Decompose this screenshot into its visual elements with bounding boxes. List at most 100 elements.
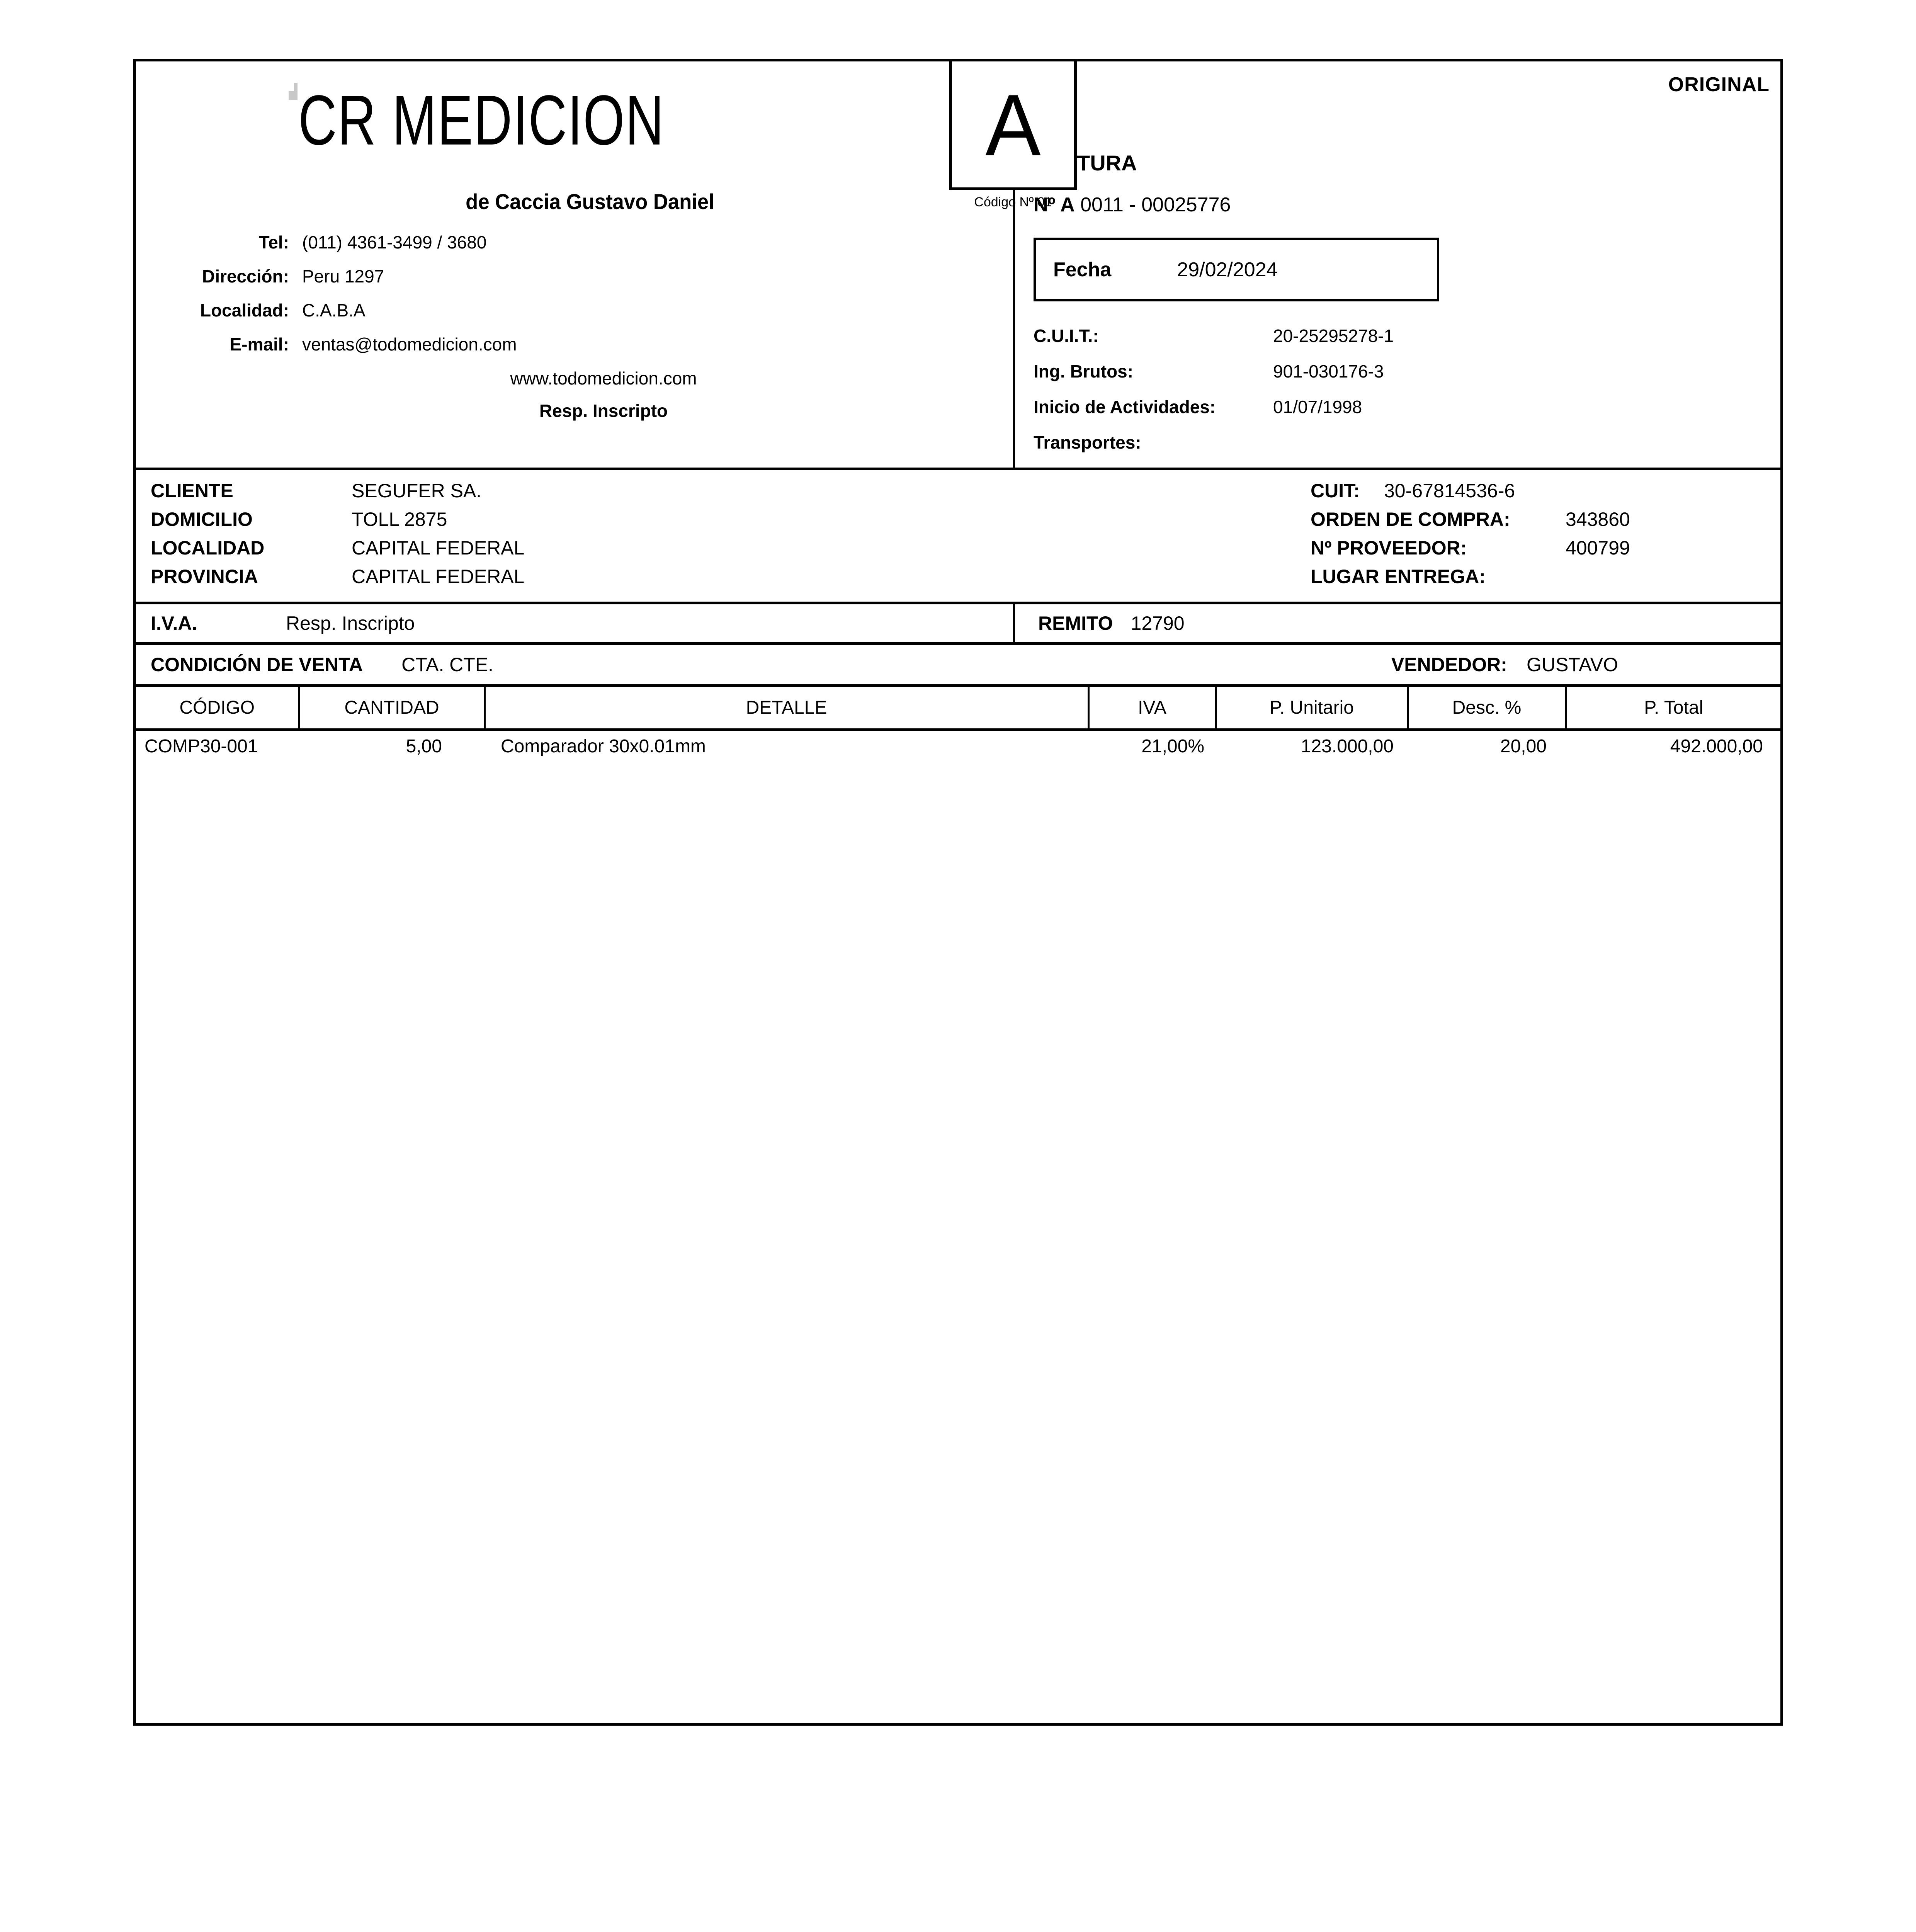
factura-number-line: Nº A 0011 - 00025776 [1034, 193, 1780, 216]
contact-value-tel: (011) 4361-3499 / 3680 [302, 232, 487, 252]
remito-cell: REMITO 12790 [1015, 604, 1780, 642]
client-identity-block: CLIENTE SEGUFER SA. DOMICILIO TOLL 2875 … [136, 470, 1256, 602]
fiscal-label-inicio: Inicio de Actividades: [1034, 397, 1216, 417]
items-table-head: CÓDIGO CANTIDAD DETALLE IVA P. Unitario … [136, 687, 1780, 730]
col-header-desc: Desc. % [1408, 687, 1567, 730]
logo-corner-mark [289, 83, 300, 100]
factura-block: A Código Nº 01 ORIGINAL FACTURA Nº A 001… [949, 59, 1780, 468]
client-row-provincia: PROVINCIA CAPITAL FEDERAL [151, 565, 1256, 588]
fiscal-row-inicio: Inicio de Actividades: 01/07/1998 [1034, 396, 1780, 417]
items-table-body: COMP30-001 5,00 Comparador 30x0.01mm 21,… [136, 730, 1780, 1723]
client-label-proveedor: Nº PROVEEDOR: [1311, 537, 1467, 559]
contact-row-direccion: Dirección: Peru 1297 [136, 266, 1013, 287]
cell-cantidad: 5,00 [406, 736, 442, 757]
condicion-venta-value: CTA. CTE. [401, 654, 494, 675]
col-header-p-unitario: P. Unitario [1216, 687, 1409, 730]
client-value-cuit: 30-67814536-6 [1384, 480, 1515, 502]
client-value-domicilio: TOLL 2875 [352, 509, 447, 530]
fiscal-value-inicio: 01/07/1998 [1273, 397, 1362, 417]
cell-desc: 20,00 [1500, 736, 1547, 757]
col-header-p-total: P. Total [1644, 697, 1703, 718]
issuer-fiscal-data: C.U.I.T.: 20-25295278-1 Ing. Brutos: 901… [1034, 325, 1780, 453]
items-filler-row [136, 757, 1780, 1723]
fiscal-label-transportes: Transportes: [1034, 432, 1141, 452]
iva-cell: I.V.A. Resp. Inscripto [136, 604, 1015, 642]
invoice-code-label: Código Nº 01 [974, 195, 1052, 209]
client-row-proveedor: Nº PROVEEDOR: 400799 [1256, 537, 1780, 559]
contact-value-direccion: Peru 1297 [302, 266, 384, 286]
contact-label-email: E-mail: [230, 334, 289, 354]
contact-label-tel: Tel: [258, 232, 289, 252]
iva-value: Resp. Inscripto [286, 612, 415, 634]
cell-codigo: COMP30-001 [145, 736, 258, 757]
fiscal-row-transportes: Transportes: [1034, 432, 1780, 453]
issuer-tax-status: Resp. Inscripto [539, 401, 668, 421]
iva-label: I.V.A. [151, 612, 197, 634]
condicion-venta-row: CONDICIÓN DE VENTA CTA. CTE. VENDEDOR: G… [136, 645, 1780, 687]
contact-row-tel: Tel: (011) 4361-3499 / 3680 [136, 232, 1013, 253]
factura-title: FACTURA [1034, 151, 1137, 175]
contact-value-email: ventas@todomedicion.com [302, 334, 517, 354]
client-row-orden-compra: ORDEN DE COMPRA: 343860 [1256, 508, 1780, 531]
invoice-main-box: CR MEDICION de Caccia Gustavo Daniel Tel… [133, 59, 1783, 1726]
client-section: CLIENTE SEGUFER SA. DOMICILIO TOLL 2875 … [136, 470, 1780, 604]
invoice-letter-box: A [949, 59, 1077, 190]
fiscal-label-ingbrutos: Ing. Brutos: [1034, 361, 1134, 381]
client-value-orden-compra: 343860 [1566, 509, 1630, 530]
factura-number-prefix: Nº A [1034, 194, 1075, 216]
cell-iva: 21,00% [1141, 736, 1204, 757]
client-value-proveedor: 400799 [1566, 537, 1630, 559]
issuer-contact-list: Tel: (011) 4361-3499 / 3680 Dirección: P… [136, 232, 1013, 421]
contact-label-localidad: Localidad: [200, 300, 289, 320]
client-row-localidad: LOCALIDAD CAPITAL FEDERAL [151, 537, 1256, 559]
fecha-label: Fecha [1053, 258, 1112, 281]
invoice-header: CR MEDICION de Caccia Gustavo Daniel Tel… [136, 59, 1780, 470]
client-row-domicilio: DOMICILIO TOLL 2875 [151, 508, 1256, 531]
invoice-letter: A [985, 76, 1041, 174]
fecha-value: 29/02/2024 [1177, 258, 1278, 281]
col-header-detalle: DETALLE [485, 687, 1090, 730]
owner-name: de Caccia Gustavo Daniel [466, 189, 714, 214]
cell-p-unitario: 123.000,00 [1301, 736, 1394, 757]
remito-label: REMITO [1038, 612, 1113, 634]
client-value-cliente: SEGUFER SA. [352, 480, 482, 502]
iva-remito-row: I.V.A. Resp. Inscripto REMITO 12790 [136, 604, 1780, 645]
contact-label-direccion: Dirección: [202, 266, 289, 286]
items-table: CÓDIGO CANTIDAD DETALLE IVA P. Unitario … [136, 687, 1780, 1723]
table-row: COMP30-001 5,00 Comparador 30x0.01mm 21,… [136, 730, 1780, 757]
issuer-block: CR MEDICION de Caccia Gustavo Daniel Tel… [136, 61, 1015, 468]
original-copy-label: ORIGINAL [1668, 73, 1770, 96]
cell-detalle: Comparador 30x0.01mm [501, 736, 706, 757]
client-label-domicilio: DOMICILIO [151, 509, 253, 530]
cell-p-total: 492.000,00 [1670, 736, 1763, 757]
col-header-iva: IVA [1088, 687, 1217, 730]
company-logo: CR MEDICION [298, 80, 665, 160]
col-header-codigo: CÓDIGO [136, 687, 300, 730]
contact-row-localidad: Localidad: C.A.B.A [136, 300, 1013, 321]
client-row-cuit: CUIT: 30-67814536-6 [1256, 480, 1780, 502]
fiscal-row-ingbrutos: Ing. Brutos: 901-030176-3 [1034, 361, 1780, 382]
client-label-provincia: PROVINCIA [151, 566, 258, 587]
fiscal-label-cuit: C.U.I.T.: [1034, 326, 1099, 346]
client-value-localidad: CAPITAL FEDERAL [352, 537, 525, 559]
items-empty-space [136, 757, 1780, 1723]
fiscal-row-cuit: C.U.I.T.: 20-25295278-1 [1034, 325, 1780, 346]
issuer-website: www.todomedicion.com [510, 368, 697, 388]
client-value-provincia: CAPITAL FEDERAL [352, 566, 525, 587]
factura-number-value: 0011 - 00025776 [1080, 194, 1231, 216]
remito-value: 12790 [1131, 612, 1185, 634]
fecha-box: Fecha 29/02/2024 [1034, 238, 1439, 301]
col-header-cantidad: CANTIDAD [299, 687, 486, 730]
vendedor-label: VENDEDOR: [1391, 654, 1507, 675]
contact-value-localidad: C.A.B.A [302, 300, 366, 320]
client-label-localidad: LOCALIDAD [151, 537, 265, 559]
client-label-cuit: CUIT: [1311, 480, 1360, 502]
client-label-cliente: CLIENTE [151, 480, 233, 502]
client-label-orden-compra: ORDEN DE COMPRA: [1311, 509, 1510, 530]
client-label-lugar-entrega: LUGAR ENTREGA: [1311, 566, 1486, 587]
client-row-lugar-entrega: LUGAR ENTREGA: [1256, 565, 1780, 588]
fiscal-value-cuit: 20-25295278-1 [1273, 326, 1394, 346]
client-order-block: CUIT: 30-67814536-6 ORDEN DE COMPRA: 343… [1256, 470, 1780, 602]
client-row-cliente: CLIENTE SEGUFER SA. [151, 480, 1256, 502]
